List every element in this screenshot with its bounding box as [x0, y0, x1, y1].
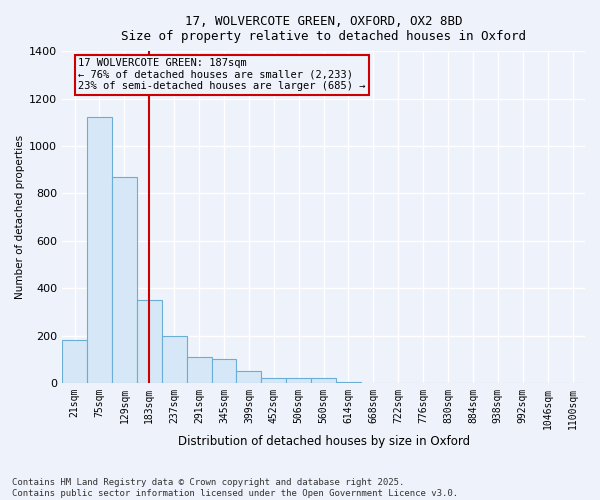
- Text: Contains HM Land Registry data © Crown copyright and database right 2025.
Contai: Contains HM Land Registry data © Crown c…: [12, 478, 458, 498]
- Bar: [286, 378, 311, 383]
- Bar: [112, 176, 137, 383]
- Bar: [87, 118, 112, 383]
- Bar: [262, 378, 286, 383]
- Bar: [137, 300, 162, 383]
- Bar: [212, 360, 236, 383]
- Bar: [162, 336, 187, 383]
- Bar: [187, 357, 212, 383]
- Bar: [311, 378, 336, 383]
- Title: 17, WOLVERCOTE GREEN, OXFORD, OX2 8BD
Size of property relative to detached hous: 17, WOLVERCOTE GREEN, OXFORD, OX2 8BD Si…: [121, 15, 526, 43]
- X-axis label: Distribution of detached houses by size in Oxford: Distribution of detached houses by size …: [178, 434, 470, 448]
- Text: 17 WOLVERCOTE GREEN: 187sqm
← 76% of detached houses are smaller (2,233)
23% of : 17 WOLVERCOTE GREEN: 187sqm ← 76% of det…: [79, 58, 366, 92]
- Bar: [236, 371, 262, 383]
- Bar: [62, 340, 87, 383]
- Y-axis label: Number of detached properties: Number of detached properties: [15, 135, 25, 299]
